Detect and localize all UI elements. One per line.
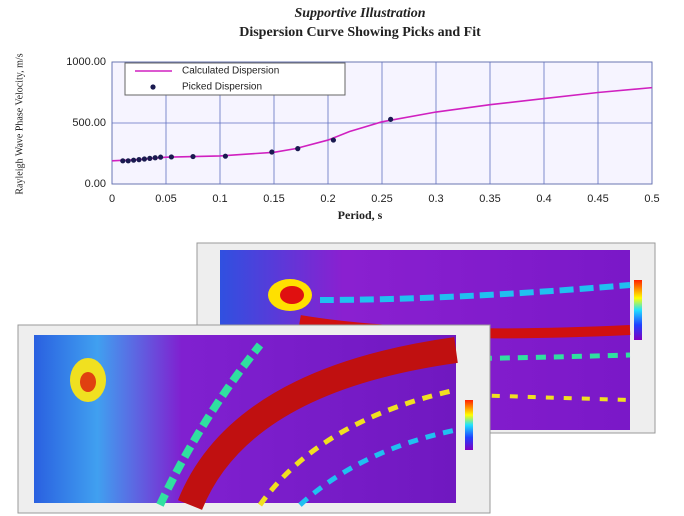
x-tick-label: 0.3	[428, 193, 443, 205]
pick-point	[147, 155, 153, 161]
pick-point	[295, 146, 301, 152]
legend-label: Picked Dispersion	[182, 82, 262, 93]
x-tick-label: 0.15	[263, 193, 284, 205]
legend-swatch	[150, 84, 156, 90]
plot: 0.00 500.00 1000.00 0 0.05 0.1 0.15 0.2 0.25 0.3 0…	[66, 56, 659, 205]
x-axis-label: Period, s	[338, 208, 383, 222]
legend-label: Calculated Dispersion	[182, 66, 279, 77]
x-tick-label: 0.35	[479, 193, 500, 205]
pick-point	[222, 153, 228, 159]
y-tick-label: 0.00	[85, 178, 106, 190]
x-tick-label: 0.05	[155, 193, 176, 205]
pick-point	[125, 158, 131, 164]
calculated-line	[111, 86, 653, 162]
x-tick-label: 0.2	[320, 193, 335, 205]
x-tick-label: 0.25	[371, 193, 392, 205]
pick-point	[152, 155, 158, 161]
pick-point	[388, 116, 394, 122]
x-tick-label: 0.5	[644, 193, 659, 205]
pick-point	[168, 154, 174, 160]
pick-point	[131, 157, 137, 163]
y-axis-label: Rayleigh Wave Phase Velocity, m/s	[14, 53, 25, 194]
pick-point	[190, 153, 196, 160]
x-tick-label: 0	[109, 193, 115, 205]
y-tick-label: 500.00	[72, 117, 106, 129]
pick-point	[158, 154, 164, 160]
pick-point	[120, 158, 126, 164]
front-image	[17, 324, 491, 514]
pick-point	[136, 157, 142, 163]
chart-title: Supportive Illustration	[294, 6, 425, 21]
x-tick-label: 0.45	[587, 193, 608, 205]
y-tick-label: 1000.00	[66, 56, 106, 68]
legend-box	[124, 62, 346, 96]
chart-subtitle: Dispersion Curve Showing Picks and Fit	[239, 25, 481, 40]
x-tick-label: 0.1	[212, 193, 227, 205]
pick-point	[330, 137, 336, 143]
x-tick-label: 0.4	[536, 193, 551, 205]
pick-point	[269, 149, 275, 155]
pick-point	[141, 156, 147, 162]
